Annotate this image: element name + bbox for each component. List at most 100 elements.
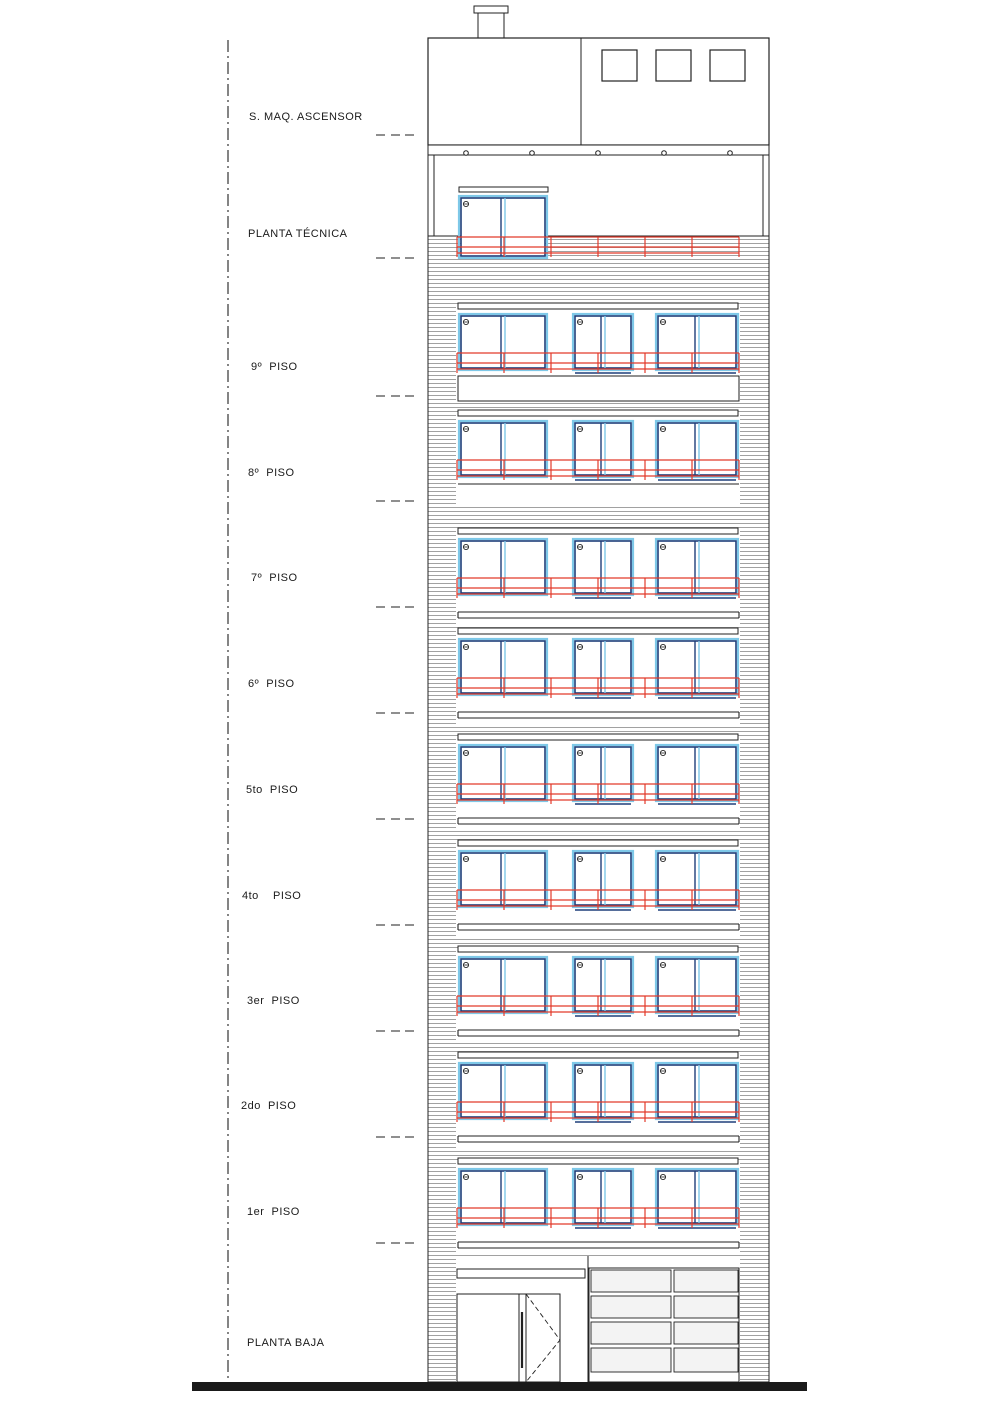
window (571, 849, 635, 909)
window-frame (460, 197, 546, 257)
floor-lintel (457, 733, 739, 741)
window-frame (657, 958, 737, 1012)
window-frame (574, 640, 632, 694)
floor-6 (456, 627, 740, 725)
level-label-3rd-floor: 3er PISO (247, 995, 300, 1007)
window-glazing-outline (457, 419, 549, 479)
floor-lintel (457, 302, 739, 310)
window (457, 849, 549, 909)
ground-line (192, 1382, 807, 1391)
window-glazing-outline (457, 1061, 549, 1121)
floor-lintel (457, 1051, 739, 1059)
window (457, 419, 549, 479)
window-frame (574, 746, 632, 800)
window-frame (460, 746, 546, 800)
window (571, 637, 635, 697)
window-frame (657, 315, 737, 369)
window-glazing-outline (457, 194, 549, 260)
window-glazing-outline (571, 537, 635, 597)
window-frame (460, 315, 546, 369)
balcony-railing (456, 352, 740, 373)
window-glazing-outline (457, 955, 549, 1015)
window (654, 1061, 740, 1121)
floor-2 (456, 1051, 740, 1149)
window-glazing-outline (457, 537, 549, 597)
window (457, 743, 549, 803)
window-frame (460, 540, 546, 594)
window-frame (657, 746, 737, 800)
window-frame (574, 852, 632, 906)
window-glazing-outline (654, 419, 740, 479)
balcony-railing (456, 1207, 740, 1228)
level-label-1st-floor: 1er PISO (247, 1206, 300, 1218)
balcony-railing (456, 459, 740, 480)
window-frame (460, 852, 546, 906)
vent-window (709, 49, 746, 82)
level-label-ground-floor: PLANTA BAJA (247, 1337, 325, 1349)
floor-lintel (457, 1157, 739, 1165)
window-glazing-outline (654, 743, 740, 803)
floor-lintel (457, 839, 739, 847)
window-frame (574, 540, 632, 594)
balcony-railing (456, 995, 740, 1016)
window-glazing-outline (654, 312, 740, 372)
level-markers (376, 134, 414, 1244)
floor-4 (456, 839, 740, 937)
window-frame (460, 1064, 546, 1118)
level-label-technical-floor: PLANTA TÉCNICA (248, 228, 348, 240)
window-glazing-outline (571, 419, 635, 479)
window-glazing-outline (571, 1167, 635, 1227)
window-glazing-outline (571, 312, 635, 372)
window (457, 1061, 549, 1121)
window (457, 194, 549, 260)
window-frame (657, 640, 737, 694)
window (654, 849, 740, 909)
typical-floors (456, 194, 740, 1255)
balcony-railing (456, 1101, 740, 1122)
window-glazing-outline (457, 1167, 549, 1227)
window-frame (460, 640, 546, 694)
balcony-railing (456, 236, 740, 257)
garage-gate (588, 1267, 740, 1383)
window (654, 743, 740, 803)
level-label-6th-floor: 6º PISO (248, 678, 295, 690)
window-glazing-outline (654, 1061, 740, 1121)
window (571, 1167, 635, 1227)
window (457, 312, 549, 372)
window-glazing-outline (654, 637, 740, 697)
floor-lintel (457, 527, 739, 535)
window (654, 537, 740, 597)
floor-lintel (457, 627, 739, 635)
window (457, 1167, 549, 1227)
floor-9 (456, 302, 740, 402)
window-glazing-outline (571, 955, 635, 1015)
window-frame (657, 422, 737, 476)
window (654, 1167, 740, 1227)
balcony-railing (456, 577, 740, 598)
vent-window (655, 49, 692, 82)
level-label-7th-floor: 7º PISO (251, 572, 298, 584)
balcony-slab (457, 375, 740, 402)
window-glazing-outline (571, 743, 635, 803)
window-glazing-outline (571, 637, 635, 697)
level-label-8th-floor: 8º PISO (248, 467, 295, 479)
floor-1 (456, 1157, 740, 1255)
floor-lintel (457, 409, 739, 417)
level-label-2nd-floor: 2do PISO (241, 1100, 297, 1112)
level-label-4th-floor: 4to PISO (242, 890, 302, 902)
window (654, 955, 740, 1015)
floor-7 (456, 527, 740, 625)
window-frame (460, 422, 546, 476)
window-frame (460, 958, 546, 1012)
window-glazing-outline (457, 743, 549, 803)
window-frame (657, 540, 737, 594)
entrance-door (456, 1293, 561, 1383)
window-glazing-outline (654, 537, 740, 597)
window (654, 312, 740, 372)
window-glazing-outline (654, 955, 740, 1015)
window-glazing-outline (571, 849, 635, 909)
floor-8 (456, 409, 740, 507)
window-glazing-outline (457, 849, 549, 909)
window-glazing-outline (654, 1167, 740, 1227)
